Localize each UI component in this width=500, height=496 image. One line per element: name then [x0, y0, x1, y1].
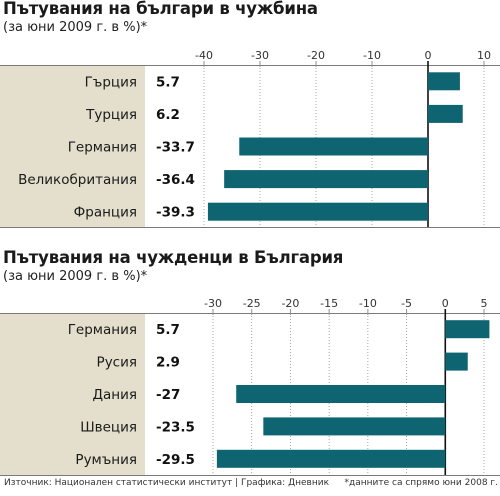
- chart-1-tick-label: -10: [363, 49, 381, 62]
- chart-2-bar: [445, 352, 468, 371]
- chart-2-tick-label: -5: [401, 297, 412, 310]
- chart-2-tick-label: -25: [243, 297, 261, 310]
- chart-1-value-label: 6.2: [156, 107, 180, 123]
- chart-2-bottom-rule: [0, 475, 500, 476]
- chart-2-tick-label: 5: [481, 297, 488, 310]
- chart-2-category-label: Германия: [68, 322, 137, 338]
- chart-2-bar: [263, 417, 446, 436]
- chart-1-value-label: -36.4: [156, 172, 195, 188]
- chart-1-tick-label: -30: [251, 49, 269, 62]
- chart-2-value-label: -23.5: [156, 419, 195, 435]
- chart-2-value-label: -27: [156, 387, 180, 403]
- chart-2-tick-label: -15: [320, 297, 338, 310]
- chart-1-bar: [428, 104, 463, 123]
- chart-1-tick-label: -40: [195, 49, 213, 62]
- chart-1-category-label: Германия: [68, 140, 137, 156]
- chart-2-value-label: -29.5: [156, 452, 195, 468]
- chart-2-category-label: Дания: [92, 387, 137, 403]
- chart-2-category-band: [0, 313, 145, 475]
- chart-1-bottom-rule: [0, 227, 500, 228]
- chart-2-tick-label: -10: [359, 297, 377, 310]
- chart-1-plot: -40 -30 -20 -10 0 10 Гърция 5.7 Турция 6.2 Германи…: [0, 49, 500, 228]
- footer-note: *данните са спрямо юни 2008 г.: [344, 478, 498, 488]
- chart-1-subtitle: (за юни 2009 г. в %)*: [3, 20, 148, 35]
- chart-2-bar: [216, 449, 446, 468]
- chart-2-plot: -30 -25 -20 -15 -10 -5 0 5 Германия 5.7 Русия 2.9 Да…: [0, 297, 500, 475]
- chart-2-category-label: Румъния: [75, 452, 137, 468]
- chart-2-bar: [445, 320, 490, 339]
- chart-1-category-label: Турция: [85, 107, 137, 123]
- chart-1-bar: [207, 202, 428, 221]
- chart-2-subtitle: (за юни 2009 г. в %)*: [3, 269, 148, 284]
- chart-2-tick-label: -30: [204, 297, 222, 310]
- chart-1-bar: [239, 137, 428, 156]
- chart-2-title: Пътувания на чужденци в България: [3, 248, 344, 267]
- chart-2-tick-label: -20: [281, 297, 299, 310]
- chart-2-value-band: [145, 313, 197, 475]
- chart-1-tick-label: 10: [477, 49, 491, 62]
- footer: Източник: Национален статистически инсти…: [4, 478, 498, 488]
- chart-2-bar: [236, 385, 446, 403]
- chart-2-value-label: 5.7: [156, 322, 180, 338]
- chart-1-value-band: [145, 65, 197, 228]
- chart-2-category-label: Русия: [97, 355, 137, 371]
- chart-1-category-band: [0, 65, 145, 228]
- chart-1-bar: [428, 72, 460, 91]
- chart-1-value-label: 5.7: [156, 74, 180, 90]
- footer-source: Източник: Национален статистически инсти…: [4, 478, 330, 488]
- chart-2-category-label: Швеция: [80, 419, 137, 435]
- chart-1-bar: [224, 170, 428, 189]
- chart-2-value-label: 2.9: [156, 355, 180, 371]
- chart-1-tick-label: 0: [425, 49, 432, 62]
- chart-1-category-label: Великобритания: [18, 172, 137, 188]
- chart-1-title: Пътувания на българи в чужбина: [3, 0, 318, 18]
- chart-1-tick-label: -20: [307, 49, 325, 62]
- chart-1-value-label: -33.7: [156, 140, 195, 156]
- chart-1-value-label: -39.3: [156, 205, 195, 221]
- chart-2-tick-label: 0: [442, 297, 449, 310]
- chart-1-category-label: Франция: [74, 205, 137, 221]
- chart-1-category-label: Гърция: [85, 74, 137, 90]
